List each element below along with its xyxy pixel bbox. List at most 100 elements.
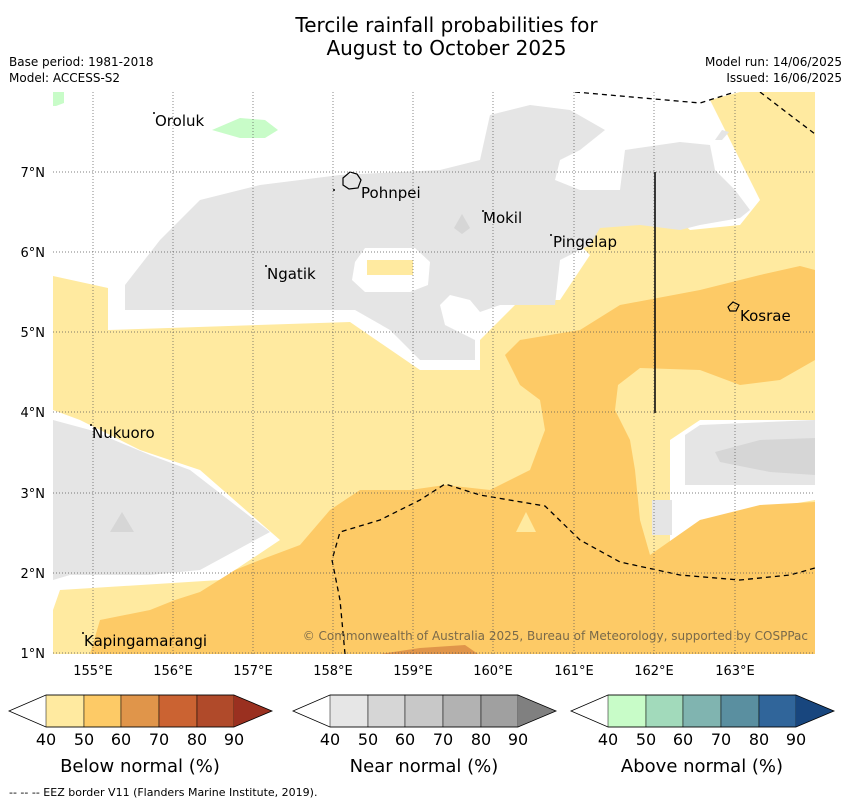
above-normal-patch-corner (53, 92, 64, 106)
cb2-arrow-right (796, 695, 834, 727)
place-markers (82, 112, 552, 634)
place-kapingamarangi: Kapingamarangi (84, 632, 207, 650)
model-text: Model: ACCESS-S2 (9, 71, 121, 85)
lon-tick-155e: 155°E (73, 664, 113, 679)
issued-text: Issued: 16/06/2025 (726, 71, 842, 85)
cb2-tick-70: 70 (711, 730, 731, 749)
above-normal-patch-oroluk (212, 118, 278, 138)
cb2-tick-60: 60 (673, 730, 693, 749)
cb1-tick-70: 70 (433, 730, 453, 749)
colorbar-near-normal: 40 50 60 70 80 90 Near normal (%) (291, 694, 558, 777)
cb0-tick-60: 60 (111, 730, 131, 749)
cb0-tick-80: 80 (187, 730, 207, 749)
cb1-tick-60: 60 (395, 730, 415, 749)
below-normal-triangle (516, 512, 536, 532)
cb2-seg-4 (720, 694, 760, 728)
below-normal-60-70-patch (380, 645, 478, 654)
cb1-tick-80: 80 (471, 730, 491, 749)
lon-tick-159e: 159°E (393, 664, 433, 679)
lat-tick-2n: 2°N (21, 567, 46, 582)
lon-tick-157e: 157°E (233, 664, 273, 679)
near-normal-triangle-3 (715, 130, 729, 140)
lon-tick-162e: 162°E (634, 664, 674, 679)
lat-tick-labels: 7°N 6°N 5°N 4°N 3°N 2°N 1°N (21, 166, 46, 662)
near-normal-west-region (53, 420, 270, 580)
cb2-title: Above normal (%) (621, 756, 783, 777)
title-line-1: Tercile rainfall probabilities for (295, 13, 598, 37)
cb1-tick-90: 90 (508, 730, 528, 749)
cb2-seg-1 (607, 694, 647, 728)
pohnpei-island (342, 171, 362, 190)
model-run-info: Model run: 14/06/2025 Issued: 16/06/2025 (705, 54, 842, 86)
place-pingelap: Pingelap (553, 233, 617, 251)
lon-tick-161e: 161°E (554, 664, 594, 679)
cb1-arrow-right (518, 695, 556, 727)
lon-tick-158e: 158°E (313, 664, 353, 679)
lon-tick-labels: 155°E 156°E 157°E 158°E 159°E 160°E 161°… (73, 664, 755, 679)
cb2-arrow-left (571, 695, 608, 727)
cb2-tick-50: 50 (636, 730, 656, 749)
cb1-title: Near normal (%) (350, 756, 499, 777)
lat-tick-7n: 7°N (21, 166, 46, 181)
near-normal-east-darker (715, 438, 815, 475)
cb1-tick-50: 50 (358, 730, 378, 749)
cb0-tick-90: 90 (224, 730, 244, 749)
cb0-tick-50: 50 (74, 730, 94, 749)
cb2-tick-80: 80 (749, 730, 769, 749)
cb1-seg-2 (367, 694, 406, 728)
cb2-outline (569, 694, 836, 728)
lat-tick-4n: 4°N (21, 406, 46, 421)
base-period-text: Base period: 1981-2018 (9, 55, 154, 69)
copyright-text: © Commonwealth of Australia 2025, Bureau… (303, 629, 808, 643)
cb2-tick-40: 40 (598, 730, 618, 749)
cb1-seg-3 (404, 694, 444, 728)
chart-title: Tercile rainfall probabilities for Augus… (0, 14, 850, 60)
grid-lines (53, 92, 815, 654)
cb0-title: Below normal (%) (60, 756, 220, 777)
map-area: Oroluk Pohnpei Mokil Pingelap Ngatik Kos… (53, 92, 815, 654)
below-normal-50-60-region (90, 266, 815, 654)
cb0-tick-40: 40 (36, 730, 56, 749)
cb0-seg-5 (196, 694, 235, 728)
place-ngatik: Ngatik (267, 265, 316, 283)
lat-tick-6n: 6°N (21, 246, 46, 261)
cb0-seg-1 (45, 694, 85, 728)
lat-tick-1n: 1°N (21, 647, 46, 662)
cb1-arrow-left (293, 695, 330, 727)
colorbar-above-normal: 40 50 60 70 80 90 Above normal (%) (569, 694, 836, 777)
colorbar-below-normal: 40 50 60 70 80 90 Below normal (%) (7, 694, 274, 777)
cb0-tick-70: 70 (149, 730, 169, 749)
cb1-seg-5 (480, 694, 519, 728)
cb0-arrow-left (9, 695, 46, 727)
model-run-text: Model run: 14/06/2025 (704, 55, 842, 69)
cb2-seg-3 (682, 694, 722, 728)
near-normal-east-patch (652, 500, 672, 535)
cb1-outline (291, 694, 558, 728)
cb2-tick-90: 90 (786, 730, 806, 749)
near-normal-triangle-1 (454, 214, 470, 234)
place-nukuoro: Nukuoro (92, 424, 155, 442)
place-pohnpei: Pohnpei (361, 184, 421, 202)
cb0-arrow-right (234, 695, 272, 727)
cb0-seg-2 (83, 694, 122, 728)
cb1-seg-1 (329, 694, 369, 728)
lon-tick-163e: 163°E (715, 664, 755, 679)
place-oroluk: Oroluk (155, 112, 204, 130)
cb1-tick-40: 40 (320, 730, 340, 749)
lat-tick-3n: 3°N (21, 487, 46, 502)
cb0-seg-4 (158, 694, 198, 728)
lon-tick-160e: 160°E (473, 664, 513, 679)
place-kosrae: Kosrae (740, 307, 791, 325)
title-line-2: August to October 2025 (326, 36, 567, 60)
cb2-seg-5 (758, 694, 797, 728)
cb0-seg-3 (120, 694, 160, 728)
lat-tick-5n: 5°N (21, 326, 46, 341)
eez-footnote: -- -- -- EEZ border V11 (Flanders Marine… (9, 786, 318, 799)
below-normal-inner-patch (367, 260, 413, 275)
lon-tick-156e: 156°E (153, 664, 193, 679)
place-mokil: Mokil (483, 209, 522, 227)
cb0-outline (7, 694, 274, 728)
cb1-seg-4 (442, 694, 482, 728)
base-period-info: Base period: 1981-2018 Model: ACCESS-S2 (9, 54, 154, 86)
near-normal-triangle-2 (110, 512, 134, 532)
